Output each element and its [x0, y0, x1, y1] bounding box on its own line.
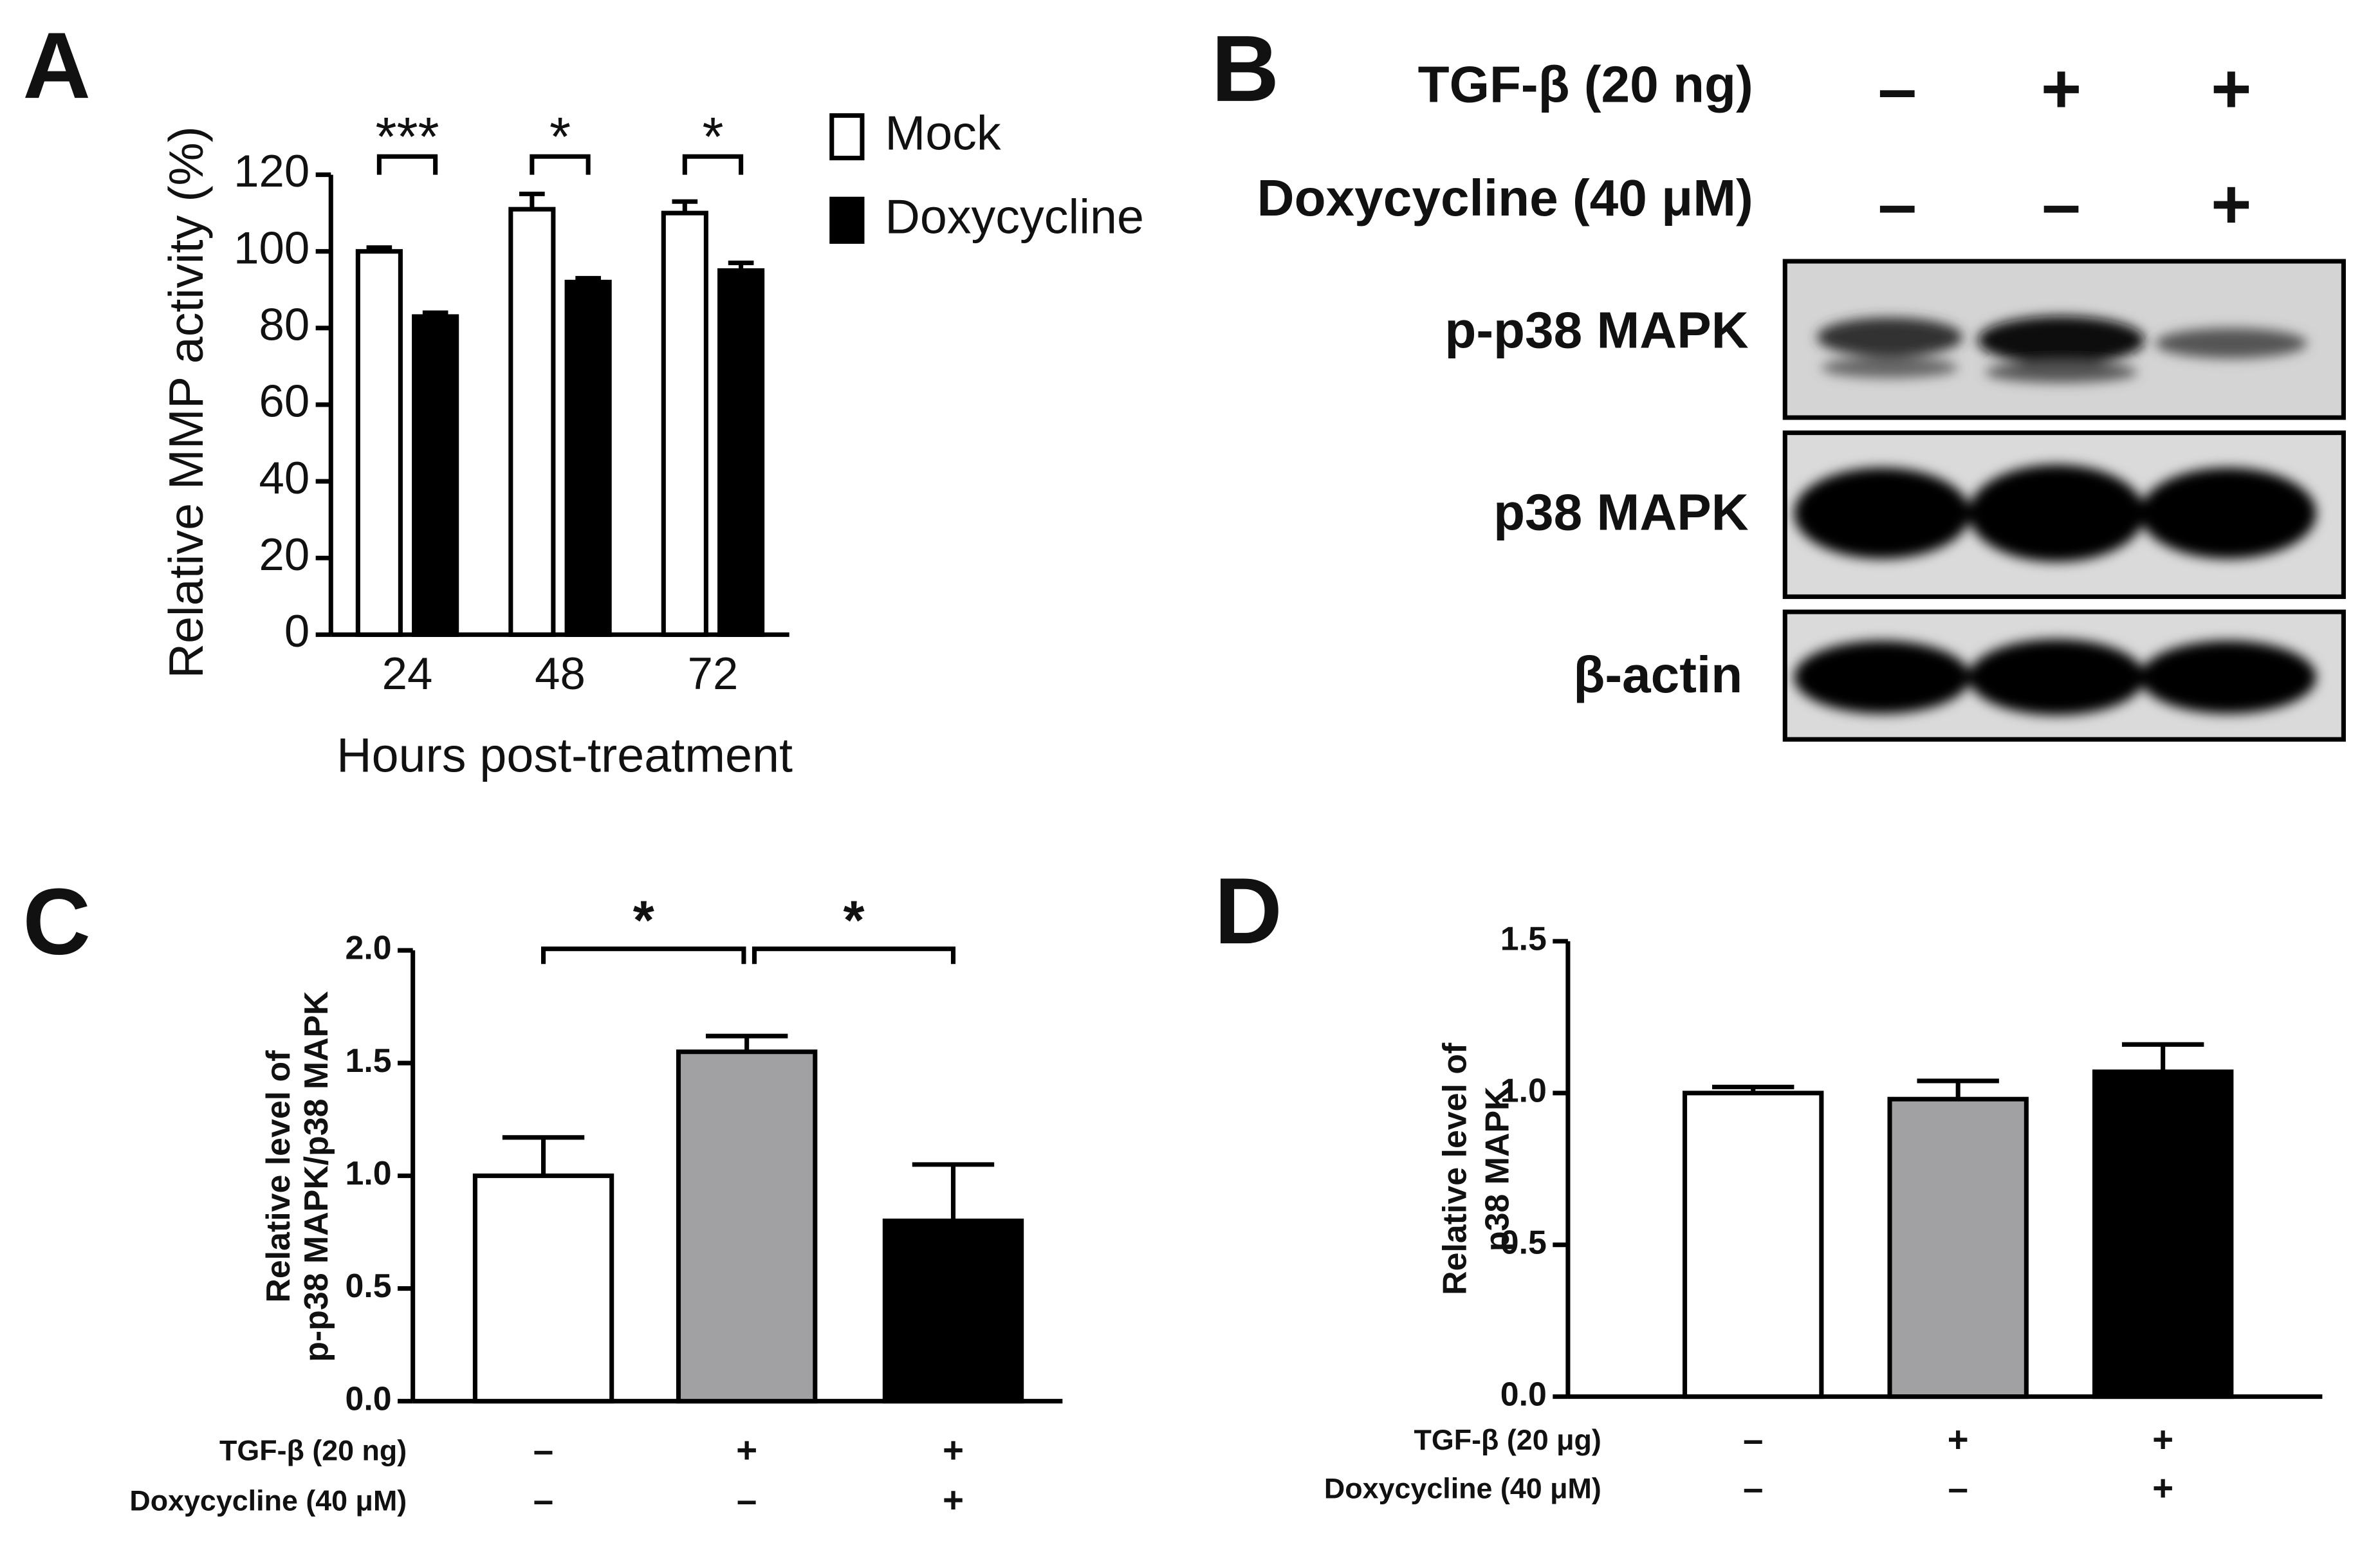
x-tick-label: 24: [382, 648, 433, 699]
condition-mark: +: [943, 1430, 964, 1470]
y-tick-label: 0.0: [346, 1380, 392, 1417]
x-axis-label: Hours post-treatment: [337, 728, 793, 782]
y-axis-label: p-p38 MAPK/p38 MAPK: [297, 991, 335, 1361]
blot-row-label: p-p38 MAPK: [1444, 300, 1748, 358]
condition-mark: +: [1948, 1419, 1969, 1459]
blot-band: [1968, 639, 2145, 715]
blot-row-label: β-actin: [1573, 645, 1742, 703]
x-tick-label: 48: [535, 648, 586, 699]
significance-label: *: [843, 889, 864, 950]
bar: [508, 207, 556, 637]
bar: [564, 279, 612, 637]
blot-band: [2155, 328, 2307, 359]
condition-mark: –: [533, 1480, 553, 1520]
treatment-mark: +: [2041, 50, 2081, 127]
y-tick-label: 20: [259, 529, 310, 580]
y-axis-label: Relative level of: [259, 1050, 297, 1303]
blot-band: [1794, 467, 1971, 559]
condition-mark: –: [533, 1430, 553, 1470]
bar: [2092, 1069, 2234, 1399]
blot-band: [1977, 315, 2145, 365]
y-tick-label: 40: [259, 452, 310, 503]
treatment-label: TGF-β (20 ng): [1418, 55, 1753, 113]
y-axis-label: Relative level of: [1435, 1042, 1473, 1295]
y-axis-label: p38 MAPK: [1478, 1086, 1515, 1251]
y-tick-label: 1.0: [346, 1154, 392, 1192]
bar: [1683, 1091, 1824, 1399]
y-tick-label: 0.5: [1500, 1223, 1547, 1260]
bar: [412, 314, 459, 637]
condition-mark: +: [2152, 1419, 2173, 1459]
bar: [676, 1049, 818, 1404]
condition-label: Doxycycline (40 μM): [1324, 1473, 1601, 1505]
blot-band: [2140, 640, 2316, 714]
significance-bracket: [752, 946, 956, 964]
condition-label: Doxycycline (40 μM): [129, 1485, 407, 1517]
bar: [355, 249, 403, 637]
significance-bracket: [376, 154, 438, 175]
y-tick-label: 1.0: [1500, 1072, 1547, 1109]
condition-mark: +: [2152, 1468, 2173, 1508]
significance-label: *: [633, 889, 654, 950]
blot-bands: [1794, 315, 2316, 715]
panel-label: C: [23, 869, 91, 974]
treatment-mark: –: [2042, 165, 2080, 243]
y-tick-label: 0.0: [1500, 1375, 1547, 1412]
y-axis-label: Relative MMP activity (%): [159, 126, 213, 678]
condition-mark: –: [1743, 1419, 1763, 1459]
treatment-mark: +: [2211, 50, 2251, 127]
blot-band: [1968, 465, 2145, 562]
blot-band: [1794, 640, 1971, 714]
legend-label: Doxycycline: [885, 189, 1144, 243]
treatment-mark: –: [1878, 165, 1917, 243]
significance-bracket: [530, 154, 591, 175]
bar: [1887, 1096, 2029, 1399]
bar: [717, 268, 765, 637]
legend-label: Mock: [885, 106, 1001, 160]
bar: [661, 210, 708, 637]
y-tick-label: 100: [234, 222, 309, 273]
treatment-label: Doxycycline (40 μM): [1257, 169, 1753, 226]
legend-swatch: [829, 196, 865, 244]
significance-bracket: [541, 946, 746, 964]
significance-label: ***: [375, 106, 439, 167]
condition-mark: –: [737, 1480, 757, 1520]
y-tick-label: 60: [259, 376, 310, 427]
condition-mark: –: [1743, 1468, 1763, 1508]
condition-mark: +: [736, 1430, 757, 1470]
y-tick-label: 1.5: [346, 1042, 392, 1079]
blot-band: [1816, 317, 1963, 357]
blot-band: [2140, 467, 2316, 559]
condition-mark: +: [943, 1480, 964, 1520]
condition-mark: –: [1948, 1468, 1968, 1508]
treatment-mark: +: [2211, 165, 2251, 243]
treatment-mark: –: [1878, 50, 1917, 127]
y-tick-label: 2.0: [346, 929, 392, 966]
legend-swatch: [829, 113, 865, 161]
blot-band: [1821, 356, 1959, 378]
panel-label: A: [23, 13, 91, 118]
y-tick-label: 0: [284, 605, 309, 656]
blot-row-label: p38 MAPK: [1493, 483, 1749, 541]
condition-label: TGF-β (20 ng): [219, 1435, 407, 1467]
condition-label: TGF-β (20 μg): [1414, 1424, 1601, 1456]
y-tick-label: 0.5: [346, 1267, 392, 1304]
y-tick-label: 80: [259, 299, 310, 350]
blot-band: [1985, 361, 2137, 383]
significance-label: *: [702, 106, 723, 167]
y-tick-label: 1.5: [1500, 920, 1547, 957]
blot: [1782, 259, 2346, 742]
bar: [882, 1218, 1024, 1404]
panel-label: B: [1212, 16, 1280, 121]
y-tick-label: 120: [234, 145, 309, 196]
significance-label: *: [549, 106, 571, 167]
significance-bracket: [682, 154, 744, 175]
bar: [472, 1173, 614, 1404]
panel-label: D: [1214, 858, 1282, 963]
x-tick-label: 72: [688, 648, 739, 699]
